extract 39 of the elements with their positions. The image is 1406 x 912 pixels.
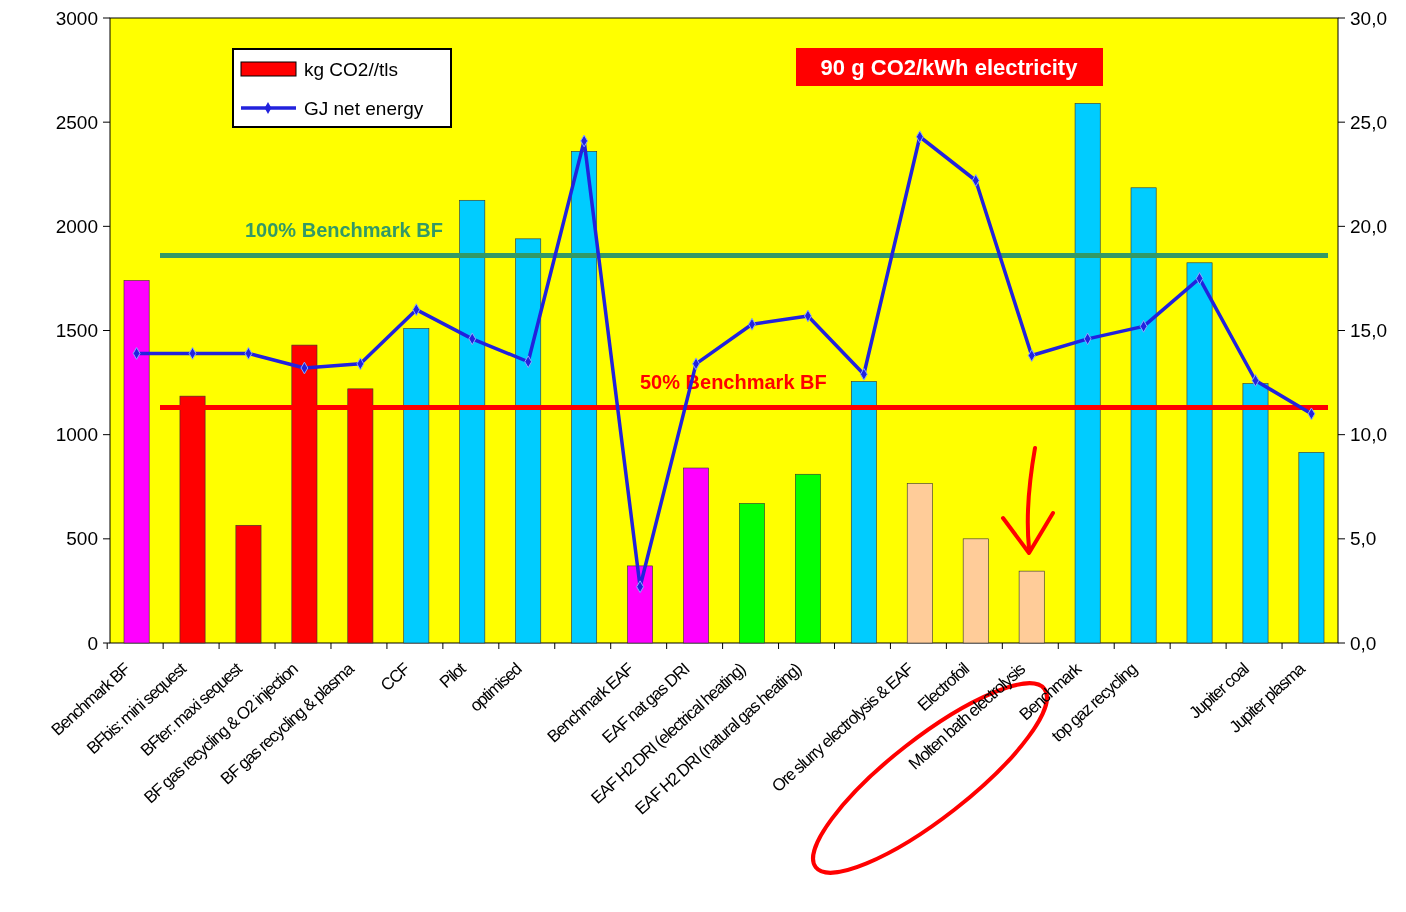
y-tick-label: 1500 [55,320,98,342]
bar [1074,103,1101,644]
bar [123,280,150,644]
bar [795,473,821,644]
bar [235,524,262,644]
y-tick-label: 3000 [55,7,98,29]
y2-tick-label: 30,0 [1350,7,1387,29]
bar [627,565,653,644]
bar [906,483,933,644]
y2-tick-label: 0,0 [1350,632,1377,654]
bar [571,151,598,644]
bar [1186,262,1213,644]
x-tick-label: Pilot [436,658,471,693]
y-tick-label: 0 [87,632,98,654]
bar [739,503,765,644]
x-tick-label: CCF [376,659,414,695]
bar [683,467,709,644]
bar [1242,383,1269,644]
bar [403,328,430,644]
legend-label: GJ net energy [304,97,424,119]
bar [1018,570,1045,644]
y-tick-label: 1000 [55,424,98,446]
bar [1298,452,1325,644]
bar [515,238,542,644]
bar [459,199,486,644]
y2-tick-label: 5,0 [1350,528,1377,550]
y2-tick-label: 10,0 [1350,424,1387,446]
y-tick-label: 2000 [55,215,98,237]
legend-label: kg CO2//tls [304,58,398,80]
y2-tick-label: 15,0 [1350,320,1387,342]
y2-tick-label: 25,0 [1350,111,1387,133]
bar [850,381,877,644]
bar [962,538,989,644]
ref-line-label: 100% Benchmark BF [245,218,443,241]
bar [1130,187,1157,644]
y-tick-label: 2500 [55,111,98,133]
y-tick-label: 500 [66,528,98,550]
annotation: 90 g CO2/kWh electricity [820,54,1079,80]
y2-tick-label: 20,0 [1350,215,1387,237]
